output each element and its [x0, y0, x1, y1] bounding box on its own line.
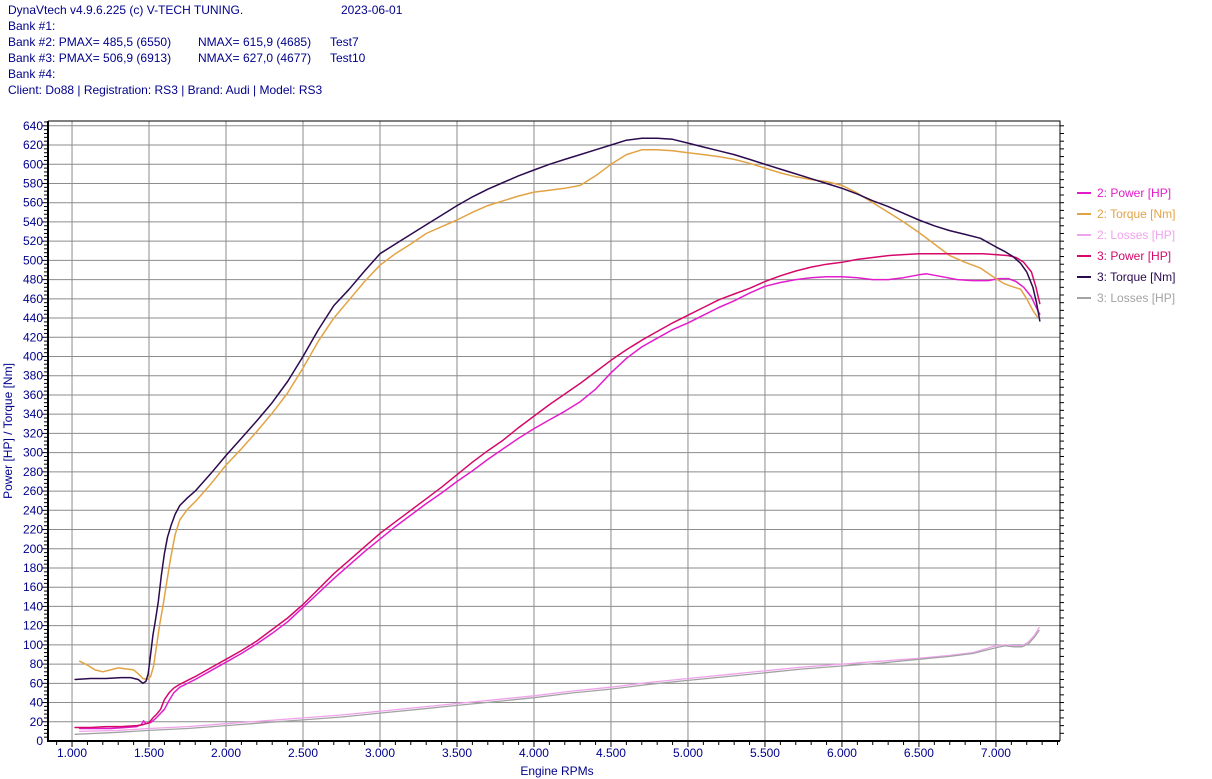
legend-item-bank2-power: 2: Power [HP]: [1077, 182, 1175, 203]
y-axis-title: Power [HP] / Torque [Nm]: [1, 363, 15, 499]
y-tick-label: 280: [23, 465, 43, 479]
y-tick-label: 100: [23, 638, 43, 652]
x-tick-label: 1.500: [134, 746, 164, 760]
series-layer: [74, 137, 1041, 735]
header-line-bank1: Bank #1:: [8, 19, 1208, 33]
x-tick-label: 5.000: [673, 746, 703, 760]
y-tick-label: 200: [23, 542, 43, 556]
legend-label: 3: Power [HP]: [1097, 248, 1172, 263]
x-tick-label: 3.000: [365, 746, 395, 760]
plot-frame: [48, 120, 1061, 741]
y-tick-label: 20: [30, 715, 44, 729]
x-tick-label: 3.500: [442, 746, 472, 760]
y-tick-label: 580: [23, 176, 43, 190]
y-tick-label: 520: [23, 234, 43, 248]
y-tick-label: 180: [23, 561, 43, 575]
run-date: 2023-06-01: [341, 3, 403, 17]
y-tick-label: 240: [23, 503, 43, 517]
client-info: Client: Do88 | Registration: RS3 | Brand…: [8, 83, 323, 97]
legend-item-bank2-losses: 2: Losses [HP]: [1077, 224, 1175, 245]
x-tick-label: 2.000: [211, 746, 241, 760]
y-tick-label: 560: [23, 196, 43, 210]
bank2-test-name: Test7: [330, 35, 359, 49]
bank3-pmax: Bank #3: PMAX= 506,9 (6913): [8, 51, 172, 65]
bank3-test-name: Test10: [330, 51, 366, 65]
header-line-client: Client: Do88 | Registration: RS3 | Brand…: [8, 83, 1208, 97]
x-tick-label: 6.500: [904, 746, 934, 760]
x-tick-label: 6.000: [827, 746, 857, 760]
legend-line-swatch: [1077, 233, 1091, 236]
y-tick-label: 320: [23, 426, 43, 440]
axis-tick-labels: 1.000 1.500 2.000 2.500 3.000 3.500 4.000 4.500…: [23, 119, 1011, 760]
curve-bank2-torque: [78, 149, 1039, 681]
grid-layer: [48, 121, 1060, 741]
y-tick-label: 120: [23, 619, 43, 633]
legend-line-swatch: [1077, 191, 1091, 194]
x-tick-label: 7.000: [981, 746, 1011, 760]
bank2-nmax: NMAX= 615,9 (4685): [198, 35, 312, 49]
y-tick-label: 340: [23, 407, 43, 421]
y-tick-label: 260: [23, 484, 43, 498]
y-tick-label: 160: [23, 580, 43, 594]
y-tick-label: 540: [23, 215, 43, 229]
y-tick-label: 220: [23, 523, 43, 537]
y-tick-label: 480: [23, 273, 43, 287]
curve-bank3-losses: [74, 629, 1040, 735]
y-tick-label: 440: [23, 311, 43, 325]
legend-label: 2: Power [HP]: [1097, 185, 1172, 200]
legend-item-bank3-power: 3: Power [HP]: [1077, 245, 1175, 266]
x-tick-label: 2.500: [288, 746, 318, 760]
legend-item-bank3-torque: 3: Torque [Nm]: [1077, 266, 1175, 287]
legend-label: 3: Losses [HP]: [1097, 290, 1176, 305]
chart-legend: 2: Power [HP] 2: Torque [Nm] 2: Losses [HP…: [1077, 182, 1175, 308]
x-tick-label: 1.000: [57, 746, 87, 760]
y-tick-label: 0: [36, 734, 43, 748]
app-title: DynaVtech v4.9.6.225 (c) V-TECH TUNING.: [8, 3, 244, 17]
y-tick-label: 40: [30, 696, 44, 710]
legend-label: 3: Torque [Nm]: [1097, 269, 1176, 284]
y-tick-label: 620: [23, 138, 43, 152]
y-tick-label: 360: [23, 388, 43, 402]
curve-bank3-torque: [74, 137, 1041, 685]
legend-line-swatch: [1077, 275, 1091, 278]
y-tick-label: 640: [23, 119, 43, 133]
y-tick-label: 420: [23, 330, 43, 344]
header-line-bank4: Bank #4:: [8, 67, 1208, 81]
y-tick-label: 140: [23, 599, 43, 613]
bank2-pmax: Bank #2: PMAX= 485,5 (6550): [8, 35, 172, 49]
y-tick-label: 60: [30, 676, 44, 690]
legend-label: 2: Losses [HP]: [1097, 227, 1176, 242]
y-tick-label: 80: [30, 657, 44, 671]
legend-item-bank3-losses: 3: Losses [HP]: [1077, 287, 1175, 308]
axis-ticks: [42, 121, 1064, 747]
legend-line-swatch: [1077, 254, 1091, 257]
y-tick-label: 400: [23, 350, 43, 364]
legend-line-swatch: [1077, 212, 1091, 215]
header-line-bank2: Bank #2: PMAX= 485,5 (6550) NMAX= 615,9 …: [8, 35, 1208, 49]
x-tick-label: 5.500: [750, 746, 780, 760]
bank1-label: Bank #1:: [8, 19, 56, 33]
header-line-bank3: Bank #3: PMAX= 506,9 (6913) NMAX= 627,0 …: [8, 51, 1208, 65]
y-tick-label: 300: [23, 446, 43, 460]
y-tick-label: 380: [23, 369, 43, 383]
x-tick-label: 4.000: [519, 746, 549, 760]
legend-item-bank2-torque: 2: Torque [Nm]: [1077, 203, 1175, 224]
bank4-label: Bank #4:: [8, 67, 56, 81]
curve-bank2-power: [78, 273, 1041, 730]
x-tick-label: 4.500: [596, 746, 626, 760]
header-line-1: DynaVtech v4.9.6.225 (c) V-TECH TUNING. …: [8, 3, 1208, 17]
axis-lines: [47, 121, 1060, 742]
curve-bank2-losses: [79, 626, 1040, 733]
y-tick-label: 460: [23, 292, 43, 306]
legend-line-swatch: [1077, 296, 1091, 299]
bank3-nmax: NMAX= 627,0 (4677): [198, 51, 312, 65]
legend-label: 2: Torque [Nm]: [1097, 206, 1176, 221]
y-tick-label: 500: [23, 253, 43, 267]
x-axis-title: Engine RPMs: [520, 764, 593, 778]
y-tick-label: 600: [23, 157, 43, 171]
plot-border: [47, 120, 1061, 742]
curve-bank3-power: [74, 252, 1041, 729]
